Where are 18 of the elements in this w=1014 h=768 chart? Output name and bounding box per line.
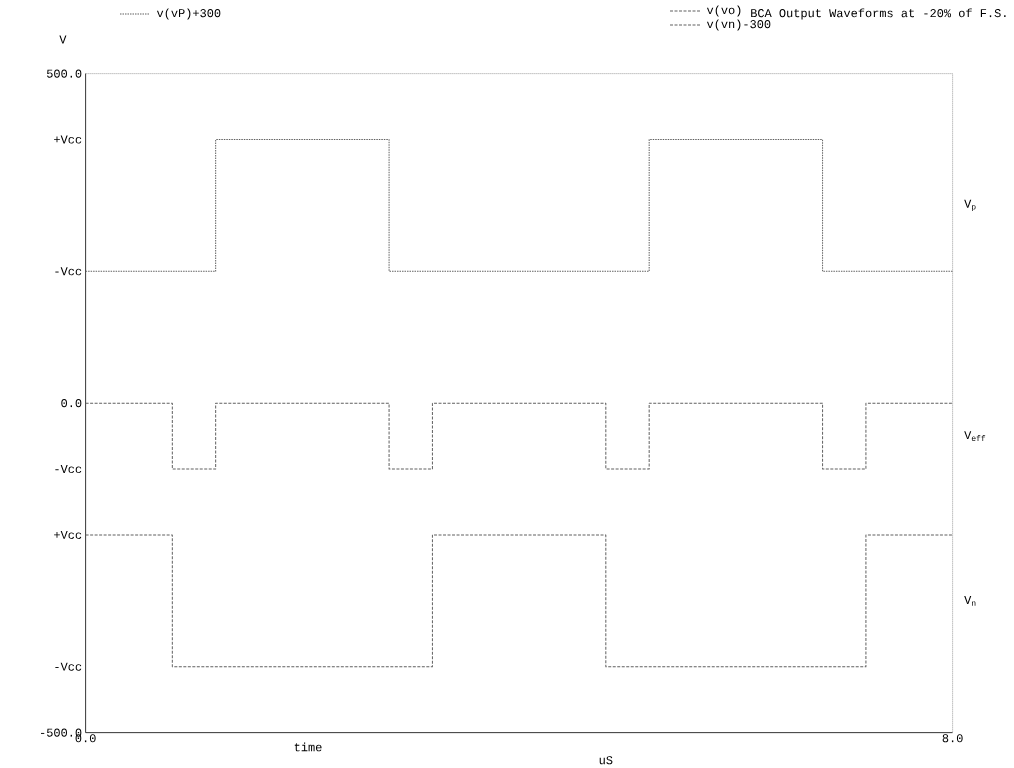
y-tick-label: -Vcc [55, 465, 82, 474]
text: uS [599, 756, 613, 765]
y-axis-title: V [59, 35, 67, 44]
chart-title: BCA Output Waveforms at -20% of F.S. [751, 8, 1006, 20]
text: V$_{n}$ [964, 596, 976, 606]
y-tick-label: +Vcc [54, 135, 82, 144]
y-tick-label: 0.0 [61, 399, 82, 408]
y-tick-label: +Vcc [54, 531, 82, 540]
text: V$_{eff}$ [964, 431, 986, 442]
y-tick-label: 500.0 [46, 69, 82, 78]
legend-label: v(vn)-300 [706, 19, 771, 31]
legend-label: v(vo) [706, 5, 741, 17]
legend-label: v(vP)+300 [156, 8, 221, 20]
text: V$_{p}$ [964, 199, 976, 212]
y-tick-label: -Vcc [55, 662, 82, 671]
y-tick-label: -Vcc [55, 267, 82, 276]
x-tick-label: 8.0 [942, 734, 963, 743]
x-axis-title: time [294, 742, 322, 752]
